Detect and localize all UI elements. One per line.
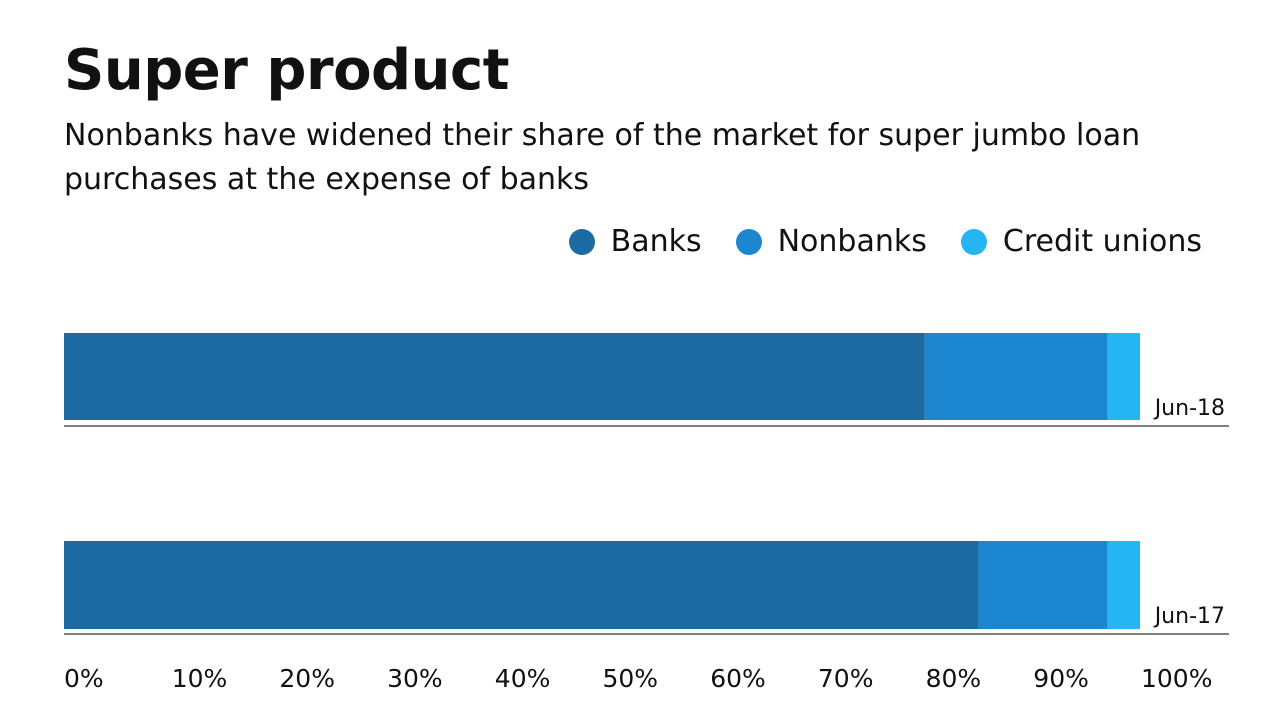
- legend-swatch: [568, 228, 595, 255]
- legend-item-nonbanks: Nonbanks: [735, 224, 927, 259]
- bar-credit-unions-jun-17: [1107, 541, 1140, 629]
- chart-title: Super product: [64, 38, 509, 103]
- legend-label: Credit unions: [1002, 224, 1202, 259]
- legend-item-banks: Banks: [568, 224, 702, 259]
- bar-banks-jun-18: [64, 333, 925, 420]
- x-tick-label: 90%: [1033, 664, 1089, 693]
- x-tick-label: 60%: [710, 664, 766, 693]
- bar-nonbanks-jun-18: [924, 333, 1108, 420]
- legend-label: Nonbanks: [777, 224, 927, 259]
- chart-subtitle: Nonbanks have widened their share of the…: [64, 118, 1141, 197]
- x-tick-label: 40%: [495, 664, 551, 693]
- x-tick-label: 10%: [172, 664, 228, 693]
- legend-swatch: [960, 228, 987, 255]
- x-tick-label: 30%: [387, 664, 443, 693]
- x-tick-label: 70%: [818, 664, 874, 693]
- category-label: Jun-17: [1153, 604, 1225, 629]
- x-tick-label: 100%: [1141, 664, 1212, 693]
- category-label: Jun-18: [1153, 396, 1225, 421]
- x-tick-label: 50%: [603, 664, 659, 693]
- legend-label: Banks: [610, 224, 702, 259]
- bar-credit-unions-jun-18: [1107, 333, 1140, 420]
- x-tick-label: 20%: [279, 664, 335, 693]
- legend-item-credit-unions: Credit unions: [960, 224, 1202, 259]
- legend: Banks Nonbanks Credit unions: [568, 224, 1202, 259]
- legend-swatch: [735, 228, 762, 255]
- x-tick-label: 80%: [926, 664, 982, 693]
- x-tick-label: 0%: [64, 664, 104, 693]
- bar-banks-jun-17: [64, 541, 979, 629]
- bar-nonbanks-jun-17: [978, 541, 1108, 629]
